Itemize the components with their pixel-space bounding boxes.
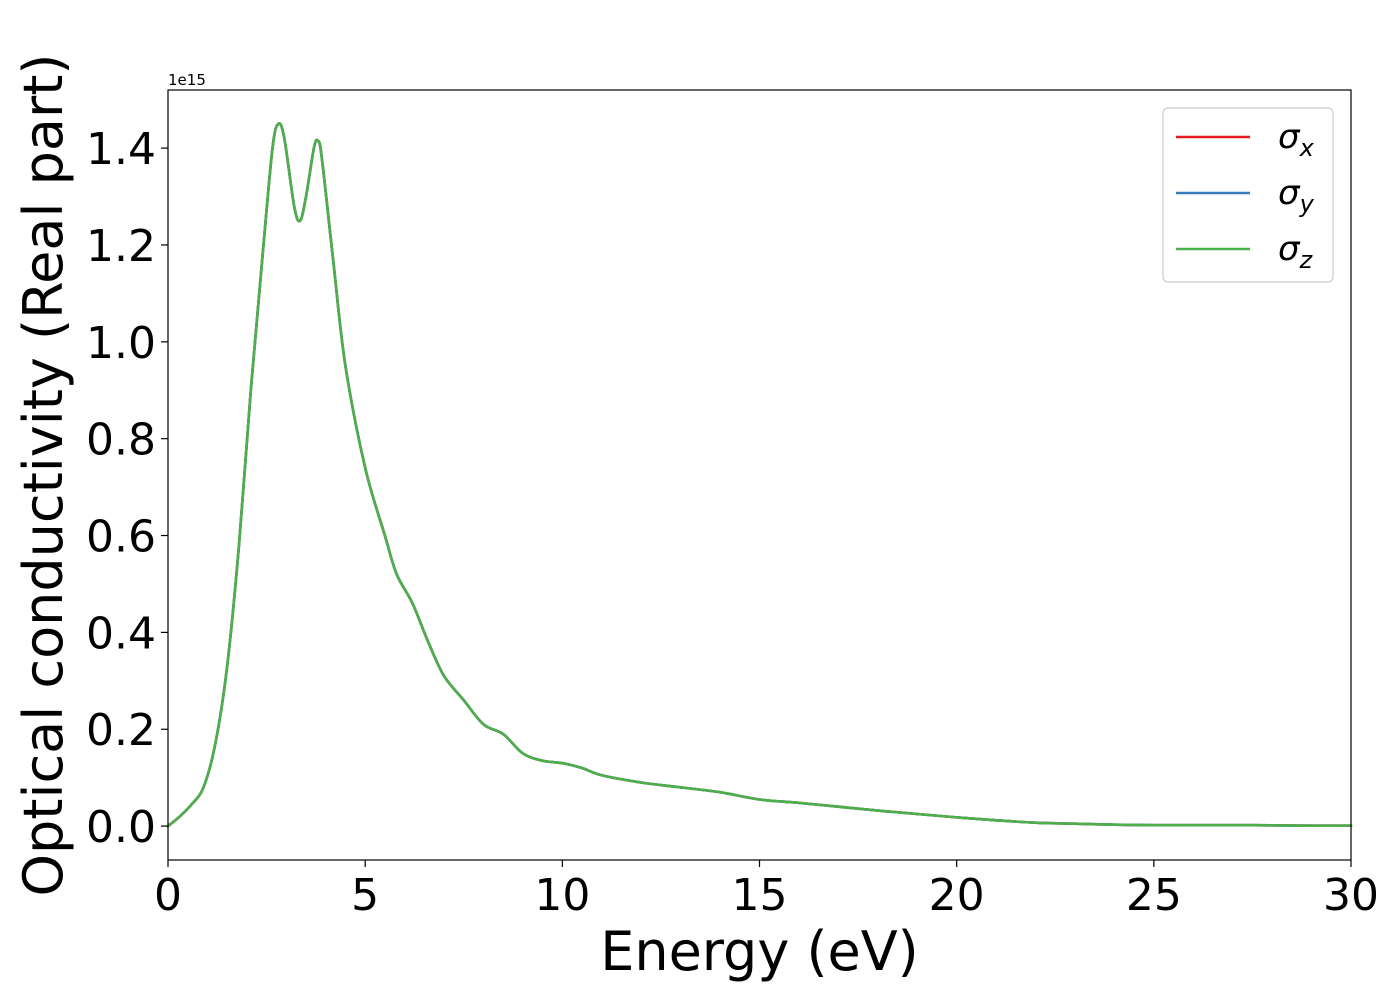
plot-area: [168, 90, 1351, 860]
series-line-sigma-z: [166, 122, 1353, 828]
y-offset-label: 1e15: [168, 71, 206, 89]
legend-label-symbol: σ: [1278, 117, 1301, 157]
x-tick-label: 30: [1323, 870, 1379, 921]
y-tick-label: 0.8: [86, 415, 156, 466]
legend-label-subscript: z: [1299, 246, 1314, 274]
y-axis: 0.0 0.2 0.4 0.6 0.8 1.0 1.2 1.4: [86, 124, 168, 853]
x-tick-label: 10: [534, 870, 590, 921]
x-axis-label: Energy (eV): [600, 920, 919, 983]
legend-label-sigma-z: σz: [1278, 229, 1314, 274]
x-tick-label: 25: [1126, 870, 1182, 921]
legend-frame: [1162, 107, 1334, 283]
legend-label-subscript: y: [1299, 190, 1315, 218]
legend-label-symbol: σ: [1278, 173, 1301, 213]
y-tick-label: 0.4: [86, 608, 156, 659]
legend-label-sigma-y: σy: [1278, 173, 1315, 218]
x-axis: 0 5 10 15 20 25 30: [154, 860, 1379, 921]
x-tick-label: 0: [154, 870, 182, 921]
legend-label-sigma-x: σx: [1278, 117, 1315, 162]
y-axis-label: Optical conductivity (Real part): [12, 54, 75, 897]
series-layer: [166, 122, 1353, 828]
x-tick-label: 5: [351, 870, 379, 921]
y-tick-label: 1.4: [86, 124, 156, 175]
y-tick-label: 0.0: [86, 802, 156, 853]
x-tick-label: 20: [929, 870, 985, 921]
y-tick-label: 1.0: [86, 318, 156, 369]
y-tick-label: 0.2: [86, 705, 156, 756]
x-tick-label: 15: [732, 870, 788, 921]
y-tick-label: 0.6: [86, 512, 156, 563]
legend-label-symbol: σ: [1278, 229, 1301, 269]
legend-label-subscript: x: [1299, 134, 1315, 162]
y-tick-label: 1.2: [86, 221, 156, 272]
